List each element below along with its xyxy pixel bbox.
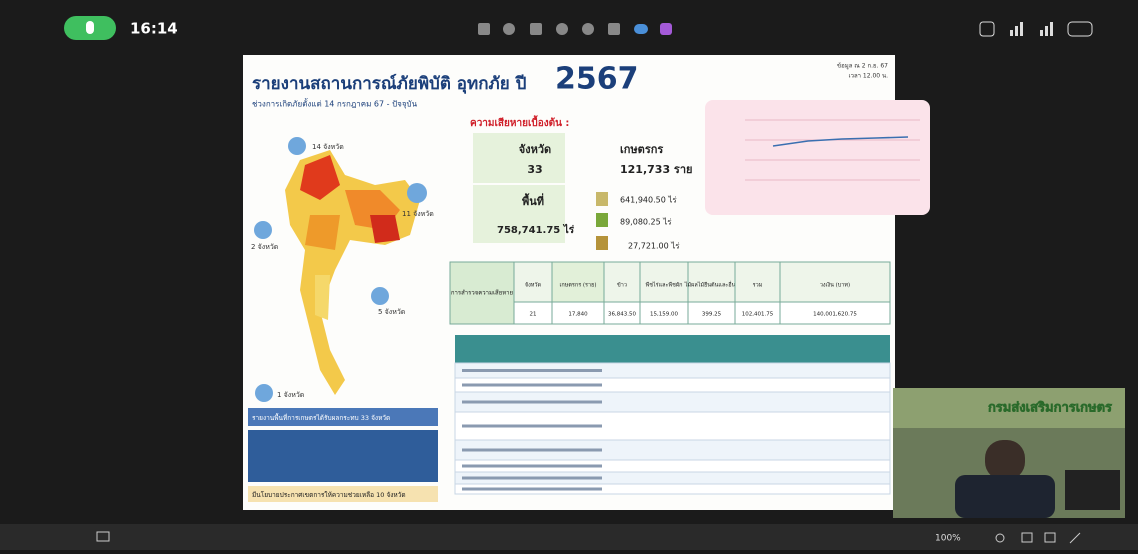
damage-heading: ความเสียหายเบื้องต้น : [470, 115, 569, 129]
detail-row-text [462, 465, 602, 468]
farmer-value: 121,733 ราย [620, 163, 692, 176]
detail-row-text [462, 488, 602, 491]
detail-row-text [462, 425, 602, 428]
map-label: 14 จังหวัด [312, 143, 344, 151]
summary-cells: จังหวัด 21 เกษตรกร (ราย) 17,840 ข้าว 36,843.5… [514, 262, 890, 324]
header-text: จังหวัด [525, 282, 542, 289]
value-text: 399.25 [702, 312, 722, 318]
bottom-toolbar [0, 524, 1138, 550]
farmer-label: เกษตรกร [620, 143, 663, 156]
left-box-body [248, 430, 438, 482]
slide-title-year: 2567 [555, 62, 639, 97]
map-label: 5 จังหวัด [378, 308, 405, 316]
province-box [473, 133, 565, 183]
trend-chart-panel [705, 100, 930, 215]
screen: 16:14 รายงานสถานการณ์ภัยพิบัติ อุทกภัย ป… [0, 0, 1138, 550]
left-box-text: รายงานพื้นที่การเกษตรได้รับผลกระทบ 33 จั… [252, 413, 390, 422]
mic-icon [86, 21, 94, 34]
header-text: ข้าว [617, 282, 627, 289]
area-label: พื้นที่ [522, 193, 544, 208]
slide-title: รายงานสถานการณ์ภัยพิบัติ อุทกภัย ปี [252, 73, 527, 94]
slide-subtitle: ช่วงการเกิดภัยตั้งแต่ 14 กรกฎาคม 67 - ปั… [252, 98, 418, 109]
detail-table-header [455, 335, 890, 363]
header-text: วงเงิน (บาท) [820, 282, 850, 289]
summary-row-header: การสำรวจความเสียหาย [451, 289, 513, 297]
header-text: พืชไร่และพืชผัก [646, 282, 683, 289]
data-time: เวลา 12.00 น. [849, 73, 889, 80]
crop-value: 27,721.00 ไร่ [628, 242, 680, 251]
value-text: 36,843.50 [608, 312, 636, 318]
detail-row-text [462, 401, 602, 404]
value-text: 102,401.75 [742, 312, 774, 318]
page: 16:14 รายงานสถานการณ์ภัยพิบัติ อุทกภัย ป… [0, 0, 1138, 550]
zoom-level: 100% [935, 534, 961, 544]
detail-row-text [462, 369, 602, 372]
header-text: รวม [753, 283, 763, 289]
map-label: 1 จังหวัด [277, 391, 304, 399]
clock: 16:14 [130, 20, 178, 38]
value-text: 21 [530, 312, 537, 318]
detail-row-text [462, 384, 602, 387]
video-banner: กรมส่งเสริมการเกษตร [988, 401, 1112, 416]
presenter-head [985, 440, 1025, 480]
left-box-text: มีนโยบายประกาศเขตการให้ความช่วยเหลือ 10 … [252, 491, 406, 499]
crop-value: 89,080.25 ไร่ [620, 218, 672, 227]
map-label: 11 จังหวัด [402, 210, 434, 218]
map-label: 2 จังหวัด [251, 243, 278, 251]
data-date: ข้อมูล ณ 2 ก.ย. 67 [837, 63, 888, 70]
header-text: เกษตรกร (ราย) [560, 283, 597, 289]
province-label: จังหวัด [519, 143, 551, 156]
monitor [1065, 470, 1120, 510]
value-text: 17,840 [568, 312, 588, 318]
crop-value: 641,940.50 ไร่ [620, 196, 677, 205]
value-text: 140,001,620.75 [813, 312, 857, 318]
presenter-body [955, 475, 1055, 518]
header-text: ไม้ผลไม้ยืนต้นและอื่นๆ [684, 281, 739, 289]
detail-rows [455, 363, 890, 494]
detail-row-text [462, 449, 602, 452]
province-value: 33 [527, 163, 542, 176]
area-value: 758,741.75 ไร่ [497, 223, 575, 236]
detail-row-text [462, 477, 602, 480]
crop-icons [596, 192, 608, 250]
value-text: 15,159.00 [650, 312, 678, 318]
